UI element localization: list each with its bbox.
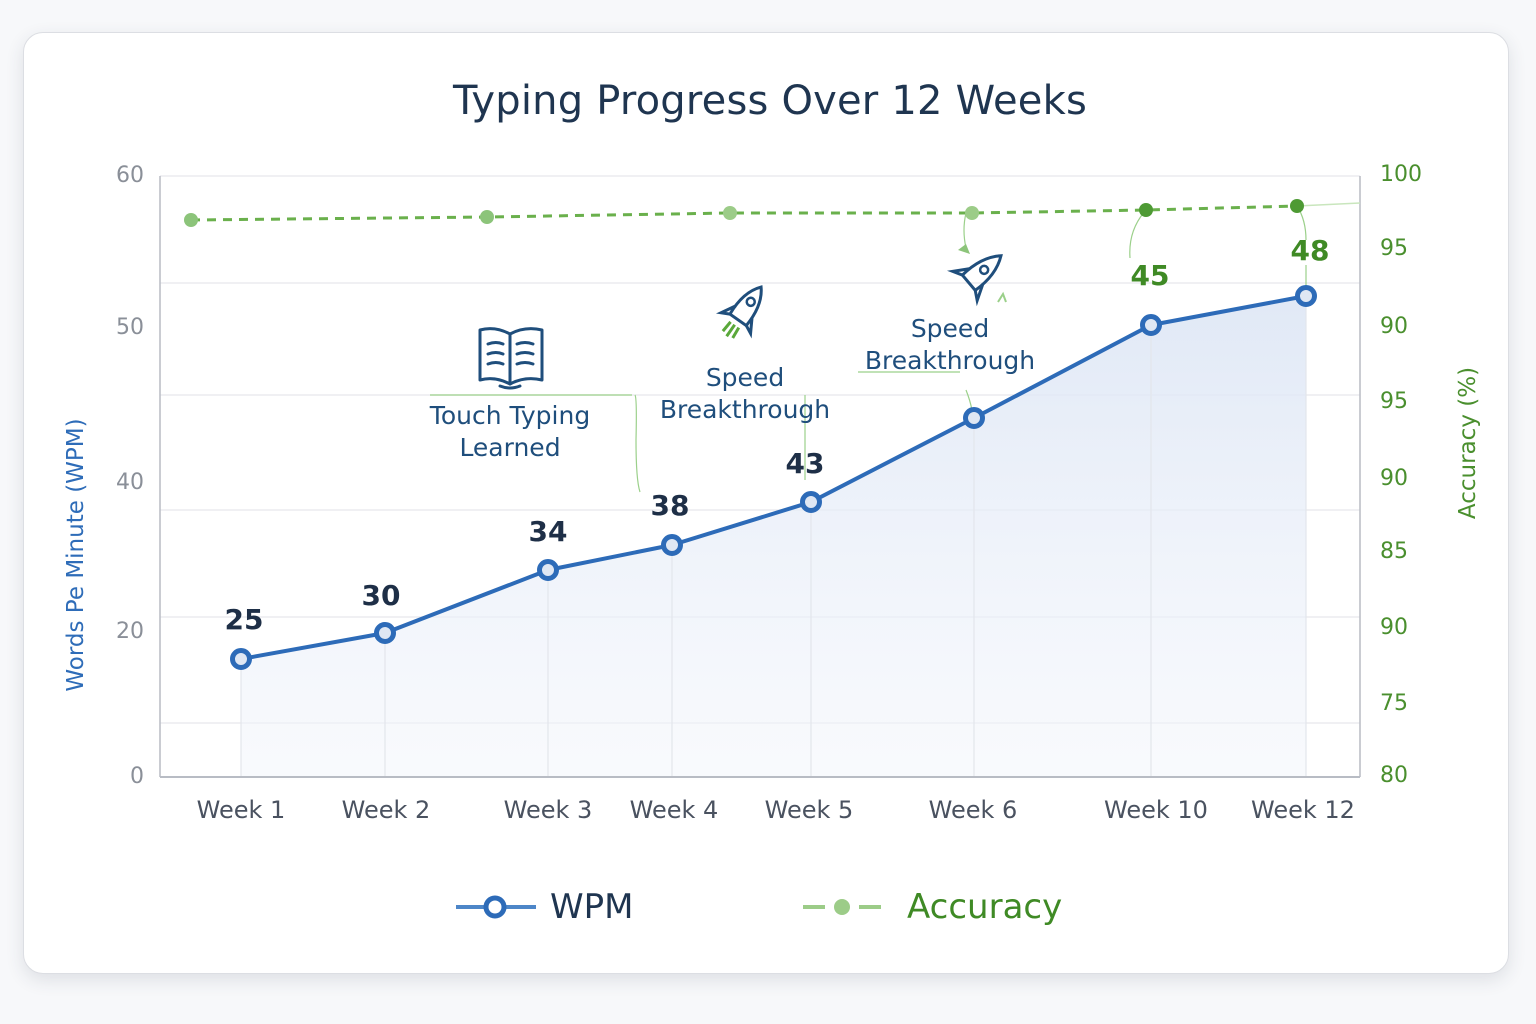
y-tick-right: 95 — [1380, 389, 1408, 414]
accuracy-markers — [184, 199, 1304, 227]
value-label: 38 — [650, 489, 690, 522]
rocket-icon — [715, 285, 763, 339]
y-tick-right: 90 — [1380, 615, 1408, 640]
accuracy-line — [190, 204, 1298, 222]
value-label: 34 — [528, 515, 568, 548]
x-tick: Week 1 — [196, 796, 286, 824]
y-tick-left: 40 — [116, 470, 144, 495]
y-tick-right: 75 — [1380, 691, 1408, 716]
legend-accuracy-label: Accuracy — [907, 887, 1063, 927]
x-tick: Week 2 — [341, 796, 431, 824]
value-label: 45 — [1130, 259, 1170, 292]
x-tick: Week 10 — [1104, 796, 1208, 824]
wpm-markers — [230, 285, 1317, 670]
rocket-icon — [946, 254, 1003, 307]
legend-accuracy[interactable]: Accuracy — [803, 882, 1062, 932]
accuracy-legend-icon — [803, 899, 881, 915]
value-label: 25 — [224, 603, 264, 636]
x-tick: Week 6 — [928, 796, 1018, 824]
annotation-touch-typing: Touch Typing Learned — [429, 401, 591, 462]
wpm-legend-icon — [456, 895, 536, 919]
y-tick-left: 60 — [116, 163, 144, 188]
book-icon — [478, 327, 544, 390]
y-tick-right: 85 — [1380, 539, 1408, 564]
value-label: 48 — [1290, 234, 1330, 267]
legend-wpm-label: WPM — [550, 887, 634, 927]
y-tick-left: 0 — [130, 764, 144, 789]
legend-wpm[interactable]: WPM — [456, 882, 633, 932]
y-tick-right: 90 — [1380, 314, 1408, 339]
y-tick-right: 95 — [1380, 236, 1408, 261]
wpm-line — [240, 294, 1307, 661]
value-label: 30 — [361, 579, 401, 612]
y-axis-label-left: Words Pe Minute (WPM) — [63, 418, 89, 692]
x-tick: Week 3 — [503, 796, 593, 824]
y-tick-right: 90 — [1380, 466, 1408, 491]
wpm-area-fill — [241, 296, 1306, 777]
y-tick-right: 80 — [1380, 763, 1408, 788]
x-tick: Week 4 — [629, 796, 719, 824]
chart-title: Typing Progress Over 12 Weeks — [452, 78, 1088, 124]
y-axis-label-right: Accuracy (%) — [1455, 366, 1481, 520]
y-tick-left: 50 — [116, 315, 144, 340]
x-tick: Week 12 — [1251, 796, 1355, 824]
value-label: 43 — [785, 447, 825, 480]
x-tick: Week 5 — [764, 796, 854, 824]
annotation-speed-breakthrough-1: Speed Breakthrough — [659, 363, 831, 424]
y-tick-left: 20 — [116, 619, 144, 644]
drop-lines — [240, 296, 1307, 777]
annotation-speed-breakthrough-2: Speed Breakthrough — [864, 314, 1036, 375]
accuracy-connectors — [430, 205, 1307, 493]
y-tick-right: 100 — [1380, 162, 1422, 187]
